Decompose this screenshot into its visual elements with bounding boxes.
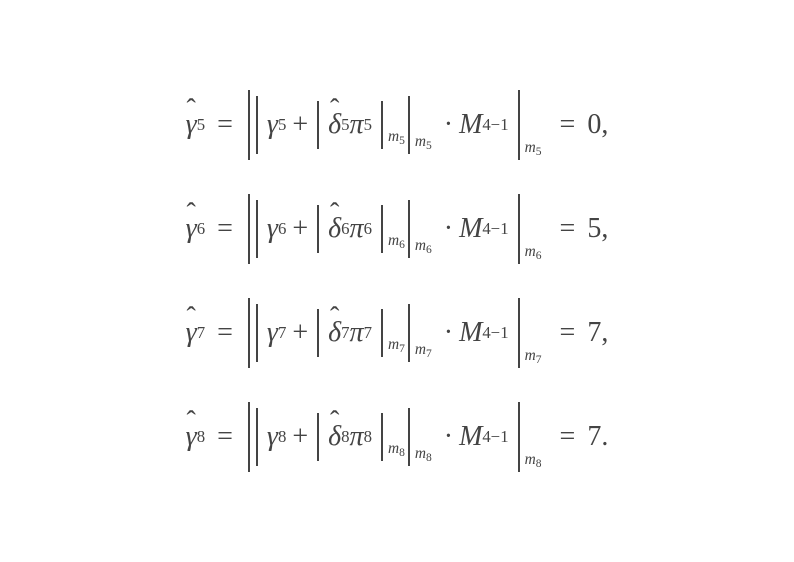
- inner-bar-close: m5: [378, 101, 405, 149]
- outer-bar-open-1: [248, 402, 250, 472]
- mid-bar-open: [256, 408, 258, 466]
- inner-bar-close: m8: [378, 413, 405, 461]
- inner-bar-open: [317, 205, 319, 253]
- equation-block: γ5 = γ5 + δ5 π5 m5 m5 · M4−1 m5 = 0, γ6 …: [186, 90, 609, 472]
- result-7: 7: [587, 319, 601, 347]
- mid-bar-open: [256, 304, 258, 362]
- punct: ,: [601, 215, 608, 243]
- delta-hat-7: δ: [328, 319, 341, 347]
- M-inverse: M: [459, 423, 482, 451]
- inner-bar-open: [317, 413, 319, 461]
- equation-gamma-6: γ6 = γ6 + δ6 π6 m6 m6 · M4−1 m6 = 5,: [186, 194, 609, 264]
- mid-bar-open: [256, 200, 258, 258]
- result-6: 5: [587, 215, 601, 243]
- inner-bar-open: [317, 309, 319, 357]
- pi-8: π: [350, 423, 364, 451]
- outer-bar-close: m6: [515, 194, 542, 264]
- inner-bar-close: m7: [378, 309, 405, 357]
- M-inverse: M: [459, 215, 482, 243]
- delta-hat-6: δ: [328, 215, 341, 243]
- punct: .: [601, 423, 608, 451]
- mid-bar-close: m5: [405, 96, 432, 154]
- gamma-hat-5: γ: [186, 111, 197, 139]
- outer-bar-close: m5: [515, 90, 542, 160]
- gamma-hat-8: γ: [186, 423, 197, 451]
- equation-gamma-7: γ7 = γ7 + δ7 π7 m7 m7 · M4−1 m7 = 7,: [186, 298, 609, 368]
- delta-hat-5: δ: [328, 111, 341, 139]
- result-5: 0: [587, 111, 601, 139]
- gamma-hat-7: γ: [186, 319, 197, 347]
- outer-bar-open-1: [248, 90, 250, 160]
- pi-6: π: [350, 215, 364, 243]
- gamma-7: γ: [267, 319, 278, 347]
- punct: ,: [601, 319, 608, 347]
- outer-bar-open-1: [248, 194, 250, 264]
- gamma-5: γ: [267, 111, 278, 139]
- inner-bar-open: [317, 101, 319, 149]
- inner-bar-close: m6: [378, 205, 405, 253]
- equation-gamma-5: γ5 = γ5 + δ5 π5 m5 m5 · M4−1 m5 = 0,: [186, 90, 609, 160]
- result-8: 7: [587, 423, 601, 451]
- mid-bar-open: [256, 96, 258, 154]
- mid-bar-close: m8: [405, 408, 432, 466]
- outer-bar-close: m7: [515, 298, 542, 368]
- delta-hat-8: δ: [328, 423, 341, 451]
- gamma-6: γ: [267, 215, 278, 243]
- pi-7: π: [350, 319, 364, 347]
- pi-5: π: [350, 111, 364, 139]
- M-inverse: M: [459, 319, 482, 347]
- mid-bar-close: m7: [405, 304, 432, 362]
- gamma-hat-6: γ: [186, 215, 197, 243]
- gamma-8: γ: [267, 423, 278, 451]
- mid-bar-close: m6: [405, 200, 432, 258]
- M-inverse: M: [459, 111, 482, 139]
- equation-gamma-8: γ8 = γ8 + δ8 π8 m8 m8 · M4−1 m8 = 7.: [186, 402, 609, 472]
- punct: ,: [601, 111, 608, 139]
- outer-bar-open-1: [248, 298, 250, 368]
- outer-bar-close: m8: [515, 402, 542, 472]
